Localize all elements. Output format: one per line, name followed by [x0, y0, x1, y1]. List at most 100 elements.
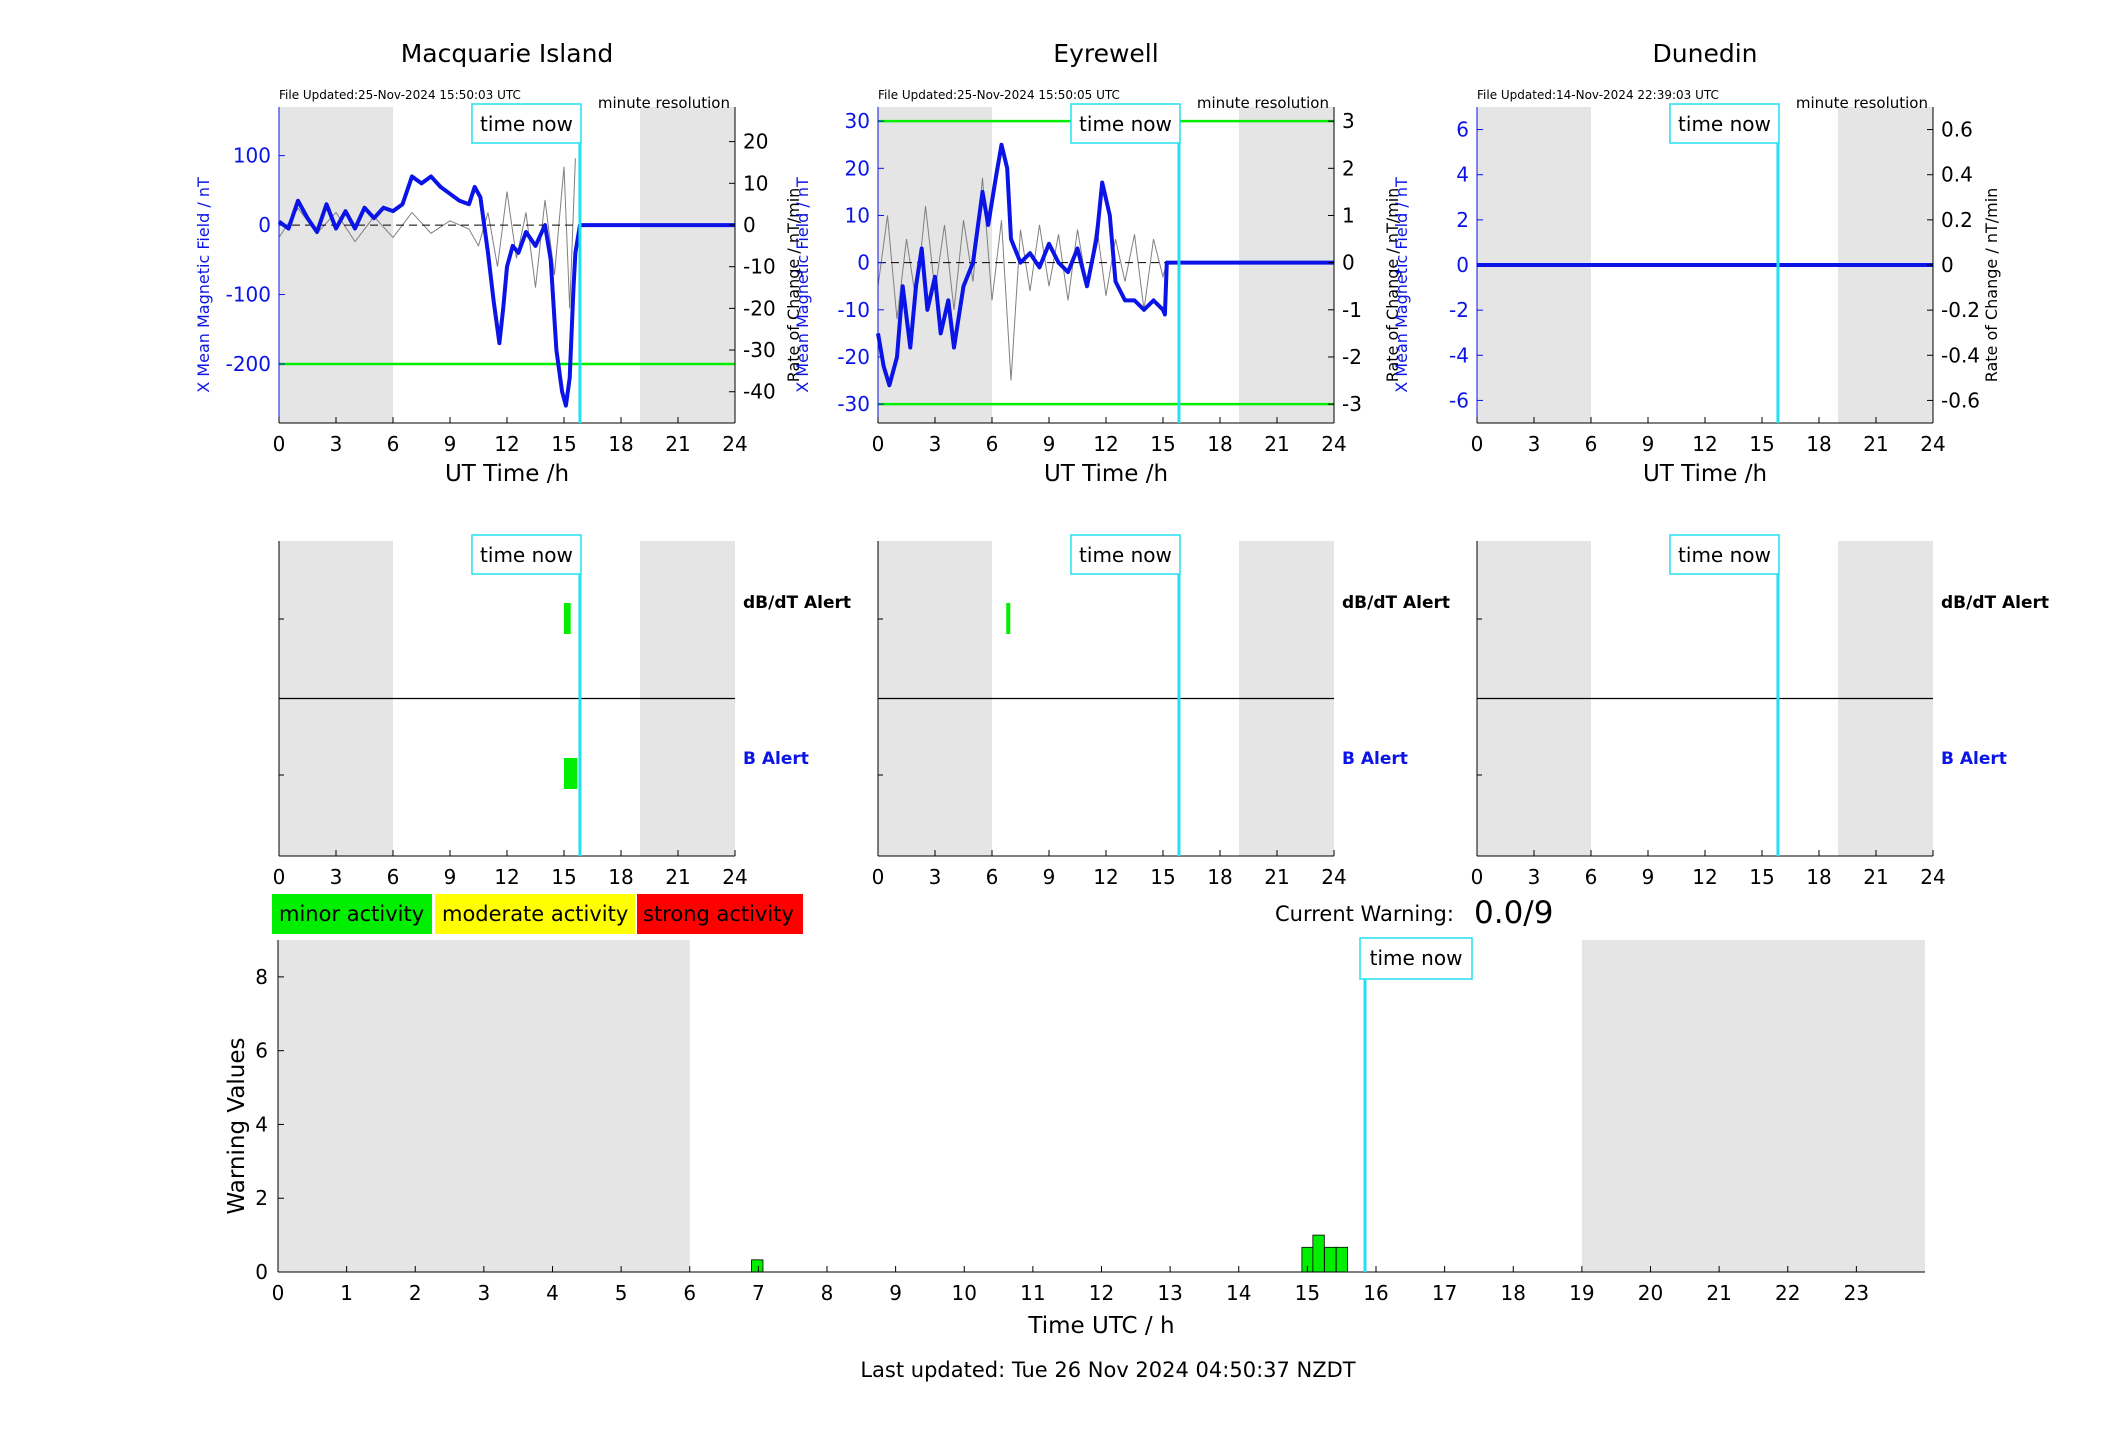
activity-legend: minor activity moderate activity strong …: [272, 894, 1553, 934]
right-y-axis-label: Rate of Change / nT/min: [784, 188, 803, 383]
station-panel-3: Dunedin File Updated:14-Nov-2024 22:39:03…: [1392, 39, 2049, 889]
warning-y-tick-label: 2: [255, 1186, 268, 1210]
legend-moderate-swatch: [435, 894, 635, 934]
warning-y-tick-label: 4: [255, 1112, 268, 1136]
x-tick-label: 18: [1806, 865, 1831, 889]
warning-x-tick-label: 20: [1638, 1281, 1663, 1305]
time-now-label: time now: [480, 543, 573, 567]
right-y-tick-label: 0: [743, 213, 756, 237]
left-y-tick-label: 0: [857, 251, 870, 275]
time-now-label: time now: [1079, 543, 1172, 567]
left-y-tick-label: 100: [233, 144, 271, 168]
left-y-axis-label: X Mean Magnetic Field / nT: [194, 177, 213, 393]
x-tick-label: 0: [872, 432, 885, 456]
x-tick-label: 6: [986, 865, 999, 889]
x-tick-label: 3: [929, 865, 942, 889]
warning-x-tick-label: 7: [752, 1281, 765, 1305]
x-tick-label: 6: [387, 432, 400, 456]
x-tick-label: 0: [273, 432, 286, 456]
station-title: Dunedin: [1653, 39, 1758, 68]
x-tick-label: 9: [444, 865, 457, 889]
dbdt-alert-label: dB/dT Alert: [1342, 593, 1450, 613]
x-axis-label: UT Time /h: [445, 461, 569, 487]
left-y-tick-label: 20: [845, 156, 870, 180]
right-y-axis-label: Rate of Change / nT/min: [1982, 188, 2001, 383]
right-y-tick-label: -0.6: [1941, 388, 1980, 412]
right-y-tick-label: -0.4: [1941, 343, 1980, 367]
warning-y-tick-label: 6: [255, 1039, 268, 1063]
current-warning-label: Current Warning:: [1275, 902, 1454, 926]
station-panels: Macquarie Island File Updated:25-Nov-2024…: [194, 39, 2049, 889]
warning-x-tick-label: 22: [1775, 1281, 1800, 1305]
x-tick-label: 3: [1528, 865, 1541, 889]
right-y-tick-label: -10: [743, 255, 776, 279]
warning-bar: [1312, 1234, 1325, 1273]
right-y-tick-label: -20: [743, 296, 776, 320]
time-now-label: time now: [1678, 543, 1771, 567]
time-now-box: [1070, 103, 1181, 144]
warning-bar: [1324, 1246, 1337, 1273]
b-alert-label: B Alert: [1941, 749, 2007, 769]
night-shade: [640, 107, 735, 423]
warning-bar: [1335, 1246, 1349, 1273]
x-tick-label: 18: [608, 432, 633, 456]
left-y-tick-label: -2: [1449, 298, 1469, 322]
station-panel-2: Eyrewell File Updated:25-Nov-2024 15:50:0…: [793, 39, 1450, 889]
resolution-text: minute resolution: [1796, 94, 1928, 112]
x-tick-label: 9: [1642, 865, 1655, 889]
right-y-tick-label: 2: [1342, 156, 1355, 180]
left-y-tick-label: -6: [1449, 388, 1469, 412]
time-now-label: time now: [1678, 112, 1771, 136]
x-tick-label: 0: [1471, 865, 1484, 889]
rate-of-change-series: [278, 158, 576, 309]
resolution-text: minute resolution: [598, 94, 730, 112]
left-y-tick-label: -10: [837, 298, 870, 322]
resolution-text: minute resolution: [1197, 94, 1329, 112]
warning-x-tick-label: 9: [889, 1281, 902, 1305]
warning-x-tick-label: 14: [1226, 1281, 1251, 1305]
right-y-tick-label: 20: [743, 130, 768, 154]
right-y-axis-label: Rate of Change / nT/min: [1383, 188, 1402, 383]
x-tick-label: 6: [387, 865, 400, 889]
x-tick-label: 12: [1692, 432, 1717, 456]
warning-y-tick-label: 0: [255, 1260, 268, 1284]
x-tick-label: 18: [1806, 432, 1831, 456]
time-now-box: [471, 103, 582, 144]
warning-y-tick-label: 8: [255, 965, 268, 989]
left-y-tick-label: -20: [837, 345, 870, 369]
warning-x-tick-label: 18: [1501, 1281, 1526, 1305]
time-now-box: [1669, 103, 1780, 144]
right-y-tick-label: 1: [1342, 203, 1355, 227]
x-tick-label: 9: [1043, 432, 1056, 456]
x-tick-label: 12: [1093, 865, 1118, 889]
x-tick-label: 21: [1863, 865, 1888, 889]
right-y-tick-label: 0: [1941, 253, 1954, 277]
x-tick-label: 9: [444, 432, 457, 456]
x-tick-label: 15: [1749, 432, 1774, 456]
warning-x-tick-label: 8: [821, 1281, 834, 1305]
x-tick-label: 3: [330, 432, 343, 456]
x-tick-label: 18: [608, 865, 633, 889]
right-y-tick-label: -1: [1342, 298, 1362, 322]
left-y-tick-label: -4: [1449, 343, 1469, 367]
dbdt-alert-bar: [564, 603, 571, 634]
warning-x-tick-label: 13: [1157, 1281, 1182, 1305]
left-y-tick-label: -100: [226, 283, 271, 307]
dbdt-alert-label: dB/dT Alert: [743, 593, 851, 613]
right-y-tick-label: 0.4: [1941, 163, 1973, 187]
right-y-tick-label: -0.2: [1941, 298, 1980, 322]
warning-x-tick-label: 23: [1844, 1281, 1869, 1305]
file-updated-text: File Updated:14-Nov-2024 22:39:03 UTC: [1477, 88, 1719, 102]
right-y-tick-label: -40: [743, 380, 776, 404]
left-y-tick-label: 6: [1456, 118, 1469, 142]
footer-last-updated: Last updated: Tue 26 Nov 2024 04:50:37 N…: [860, 1358, 1355, 1382]
time-now-label: time now: [1079, 112, 1172, 136]
x-tick-label: 21: [1264, 432, 1289, 456]
right-y-tick-label: -30: [743, 338, 776, 362]
left-y-tick-label: -30: [837, 392, 870, 416]
warning-x-tick-label: 4: [546, 1281, 559, 1305]
b-alert-bar: [564, 758, 578, 789]
right-y-tick-label: 0.6: [1941, 118, 1973, 142]
